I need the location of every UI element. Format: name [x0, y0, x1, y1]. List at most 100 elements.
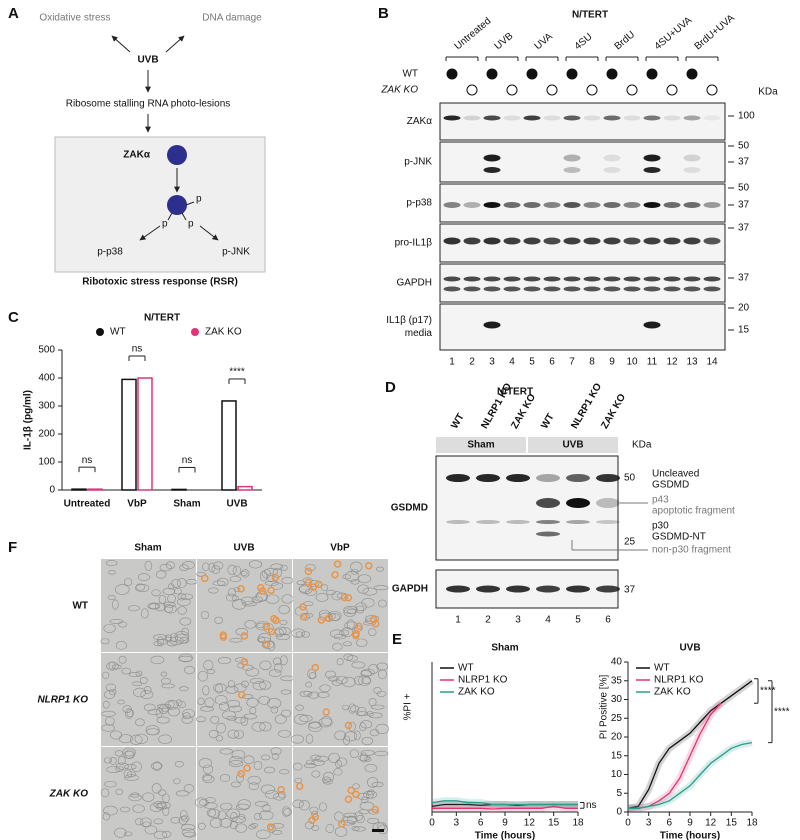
cell [200, 611, 210, 620]
cell [279, 619, 288, 626]
blot [439, 263, 726, 303]
cell [135, 583, 146, 591]
protein [167, 145, 187, 165]
group-label: 4SU+UVA [653, 15, 695, 53]
cell [264, 766, 276, 774]
band [476, 474, 500, 482]
kda-marker: 50 [624, 473, 636, 484]
lane-label: WT [539, 412, 556, 431]
cell [281, 576, 294, 585]
band [446, 520, 470, 524]
band [683, 202, 701, 208]
cell [179, 810, 188, 820]
band [483, 115, 501, 121]
cell [167, 583, 175, 590]
band [603, 276, 621, 282]
cell [166, 640, 178, 647]
cell [202, 685, 210, 696]
cell [150, 655, 165, 665]
cell [184, 665, 195, 675]
cell [181, 715, 193, 724]
cell [350, 561, 363, 573]
cell [164, 636, 172, 643]
chart-title: N/TERT [144, 313, 180, 324]
lane-number: 14 [706, 357, 718, 368]
blot-label: p-JNK [404, 157, 432, 168]
cell [355, 605, 365, 614]
x-tick-label: Sham [173, 499, 200, 510]
cell [333, 768, 343, 776]
band [446, 474, 470, 482]
filled-dot [446, 68, 458, 80]
band [483, 202, 501, 208]
cell [128, 671, 141, 678]
legend-swatch [191, 328, 199, 336]
arrow [199, 225, 219, 241]
blot [439, 102, 726, 141]
cell [251, 596, 263, 604]
band [543, 202, 561, 208]
bar [221, 400, 237, 491]
filled-dot [646, 68, 658, 80]
bar [237, 485, 253, 491]
cell [305, 681, 313, 688]
cell [198, 798, 209, 807]
open-dot [546, 84, 558, 96]
cell [254, 801, 269, 807]
cell [230, 781, 241, 788]
cell [101, 724, 116, 732]
lane-number: 3 [489, 357, 495, 368]
group-label: UVB [562, 440, 583, 451]
cell [292, 799, 304, 809]
cell [343, 812, 357, 818]
cell [248, 782, 260, 791]
open-dot [666, 84, 678, 96]
panel-letter: C [8, 309, 19, 326]
band [563, 115, 581, 121]
lane-label: WT [449, 412, 466, 431]
cell [160, 671, 168, 677]
cell [221, 710, 237, 720]
cell [236, 803, 250, 811]
band [543, 115, 561, 121]
pi-cell [371, 620, 380, 628]
cell [310, 754, 321, 760]
cell [334, 811, 344, 822]
cell [342, 704, 349, 711]
cell [156, 716, 170, 724]
pi-cell [347, 786, 355, 795]
cell [162, 806, 170, 816]
band [563, 167, 581, 173]
series-line [628, 741, 753, 809]
pi-cell [324, 614, 333, 623]
band [463, 202, 481, 208]
cell [227, 680, 235, 688]
micrograph [293, 747, 388, 840]
pi-cell [331, 571, 339, 579]
cell [308, 721, 322, 729]
cell [279, 769, 290, 775]
band [643, 202, 661, 208]
kda-marker: 15 [738, 325, 750, 336]
cell [364, 756, 372, 762]
band [623, 276, 641, 282]
cell [228, 705, 243, 713]
pi-cell [277, 785, 285, 794]
cell [158, 704, 169, 715]
significance: **** [760, 686, 776, 697]
cell [126, 771, 136, 778]
cell [259, 660, 272, 671]
band [476, 520, 500, 524]
blot [439, 141, 726, 183]
significance: ns [82, 455, 93, 466]
cell [319, 684, 331, 693]
lane-number: 11 [647, 357, 658, 368]
cell [117, 755, 126, 766]
cell [219, 774, 231, 782]
legend-swatch [96, 328, 104, 336]
band [566, 520, 590, 524]
cell [344, 621, 359, 630]
band [603, 167, 621, 173]
cell [295, 704, 304, 711]
open-dot [706, 84, 718, 96]
